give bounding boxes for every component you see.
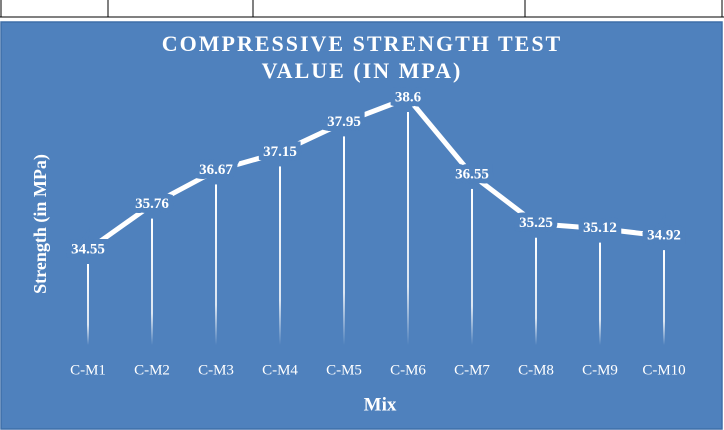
drop-line (471, 188, 473, 345)
data-label: 34.92 (647, 228, 681, 244)
data-label: 36.55 (455, 166, 489, 182)
x-tick-label: C-M6 (390, 362, 426, 378)
data-label: 38.6 (395, 89, 422, 105)
data-label: 35.25 (519, 215, 553, 231)
drop-line (535, 237, 537, 345)
data-label: 37.95 (327, 114, 361, 130)
drop-line (663, 250, 665, 345)
x-tick-label: C-M10 (642, 362, 685, 378)
x-tick-label: C-M5 (326, 362, 362, 378)
drop-line (215, 184, 217, 345)
x-tick-label: C-M3 (198, 362, 234, 378)
data-label: 36.67 (199, 162, 233, 178)
drop-line (151, 218, 153, 345)
x-tick-label: C-M9 (582, 362, 618, 378)
x-axis-label: Mix (364, 394, 397, 415)
x-tick-label: C-M8 (518, 362, 554, 378)
data-label: 34.55 (71, 241, 105, 257)
y-axis-label: Strength (in MPa) (30, 154, 51, 294)
x-tick-label: C-M7 (454, 362, 490, 378)
data-label: 37.15 (263, 144, 297, 160)
line (86, 95, 665, 253)
drop-line (343, 136, 345, 345)
x-tick-label: C-M2 (134, 362, 170, 378)
data-label: 35.76 (135, 196, 169, 212)
chart-title: VALUE (IN MPA) (262, 58, 463, 83)
x-tick-label: C-M4 (262, 362, 298, 378)
drop-line (407, 112, 409, 345)
chart-title: COMPRESSIVE STRENGTH TEST (162, 31, 562, 56)
drop-line (87, 264, 89, 345)
x-tick-label: C-M1 (70, 362, 106, 378)
drop-line (599, 242, 601, 345)
drop-line (279, 166, 281, 345)
data-label: 35.12 (583, 220, 617, 236)
table-fragment (0, 0, 724, 18)
